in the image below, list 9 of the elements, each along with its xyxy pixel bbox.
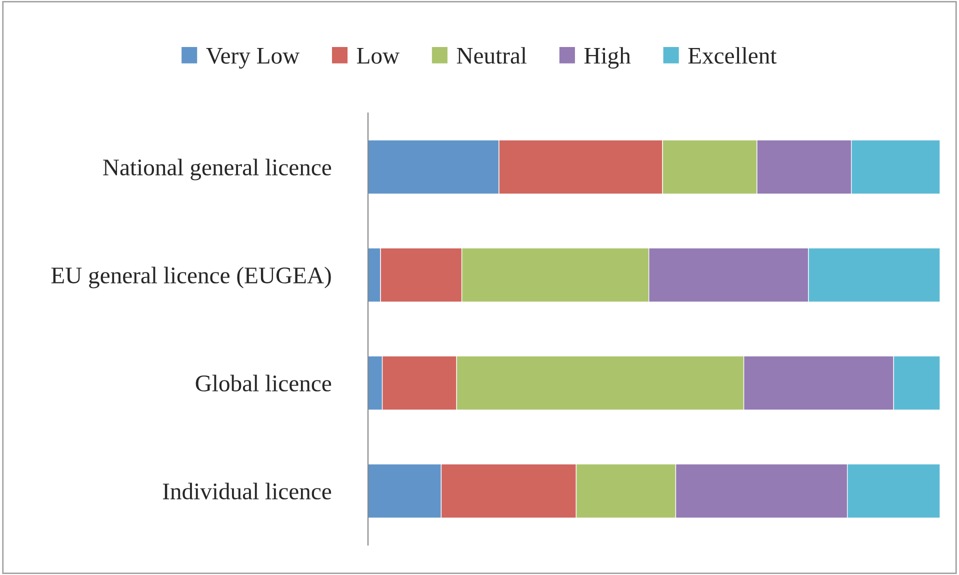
y-tick-label: Individual licence [162, 482, 332, 500]
y-tick-label: EU general licence (EUGEA) [51, 266, 331, 288]
legend-label: High [584, 47, 631, 69]
legend-label: Neutral [456, 47, 527, 64]
legend-label: Low [356, 48, 400, 64]
y-tick-label: Global licence [196, 374, 332, 392]
y-tick-label: National general licence [103, 158, 332, 180]
legend-label: Very Low [206, 48, 300, 69]
legend-label: Excellent [688, 47, 777, 64]
